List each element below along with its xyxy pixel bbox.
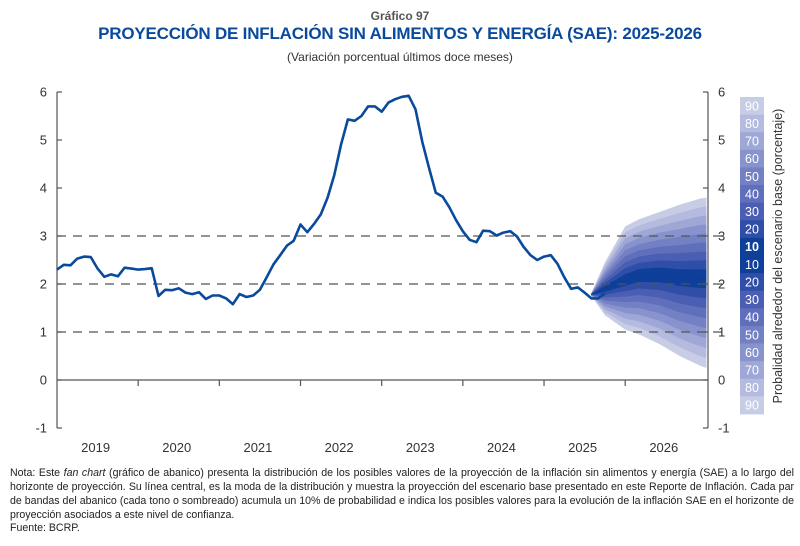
left-y-tick-label: 4 [40,181,47,196]
legend-swatch-60 [740,343,764,362]
left-y-tick-label: 3 [40,229,47,244]
legend-label: 60 [745,346,759,360]
legend-swatch-10 [740,255,764,274]
right-y-tick-label: 6 [718,85,725,100]
legend-swatch-60 [740,149,764,168]
legend-label: 50 [745,170,759,184]
legend-swatch-20 [740,273,764,292]
legend-swatch-30 [740,290,764,309]
legend-label: 40 [745,311,759,325]
chart-subtitle: (Variación porcentual últimos doce meses… [287,50,513,64]
legend-label: 70 [745,135,759,149]
left-y-tick-label: 0 [40,373,47,388]
right-axis-label: Probalidad alrededor del escenario base … [771,109,785,404]
x-tick-label: 2019 [81,440,110,455]
x-tick-label: 2023 [406,440,435,455]
legend-label: 40 [745,187,759,201]
note-prefix: Nota: Este [10,467,64,479]
right-y-tick-label: 3 [718,229,725,244]
chart-number: Gráfico 97 [370,9,430,23]
x-tick-label: 2025 [568,440,597,455]
legend-swatch-50 [740,325,764,344]
x-tick-label: 2022 [325,440,354,455]
legend-swatch-40 [740,185,764,204]
legend-swatch-90 [740,97,764,116]
legend-label: 10 [745,240,759,254]
left-y-tick-label: 1 [40,325,47,340]
left-y-tick-label: 6 [40,85,47,100]
x-tick-label: 2020 [162,440,191,455]
legend-swatch-70 [740,361,764,380]
legend-swatch-90 [740,396,764,415]
legend-label: 90 [745,399,759,413]
legend-swatch-80 [740,114,764,133]
legend-label: 70 [745,363,759,377]
left-y-tick-label: 2 [40,277,47,292]
legend-swatch-20 [740,220,764,239]
right-y-tick-label: 5 [718,133,725,148]
right-y-tick-label: 1 [718,325,725,340]
chart-note: Nota: Este fan chart (gráfico de abanico… [10,466,794,522]
legend-swatch-80 [740,378,764,397]
axes: -1 -1 0 0 1 1 2 2 3 3 4 4 5 5 6 6 2019 2020 2021 2022 2023 20… [35,85,729,456]
legend-swatch-50 [740,167,764,186]
fan-band-10 [591,267,707,295]
legend-swatch-10 [740,237,764,256]
right-y-tick-label: 2 [718,277,725,292]
right-y-tick-label: 0 [718,373,725,388]
left-y-tick-label: -1 [35,421,47,436]
legend-swatch-70 [740,132,764,151]
chart-source: Fuente: BCRP. [10,522,80,534]
fan-bands [591,197,707,368]
legend-swatch-30 [740,202,764,221]
legend-label: 80 [745,381,759,395]
legend-label: 30 [745,293,759,307]
probability-legend: 90 80 70 60 50 40 30 20 10 10 20 30 40 50 60 70 80 90 [740,97,764,415]
legend-label: 20 [745,275,759,289]
x-tick-label: 2024 [487,440,516,455]
note-text: (gráfico de abanico) presenta la distrib… [10,467,794,521]
projection-mode-line [590,273,707,296]
legend-label: 50 [745,328,759,342]
chart-title: PROYECCIÓN DE INFLACIÓN SIN ALIMENTOS Y … [98,24,702,43]
note-italic: fan chart [63,467,106,479]
legend-label: 80 [745,117,759,131]
legend-label: 90 [745,99,759,113]
x-tick-label: 2021 [243,440,272,455]
legend-swatch-40 [740,308,764,327]
legend-label: 20 [745,223,759,237]
observed-inflation-line [56,94,606,306]
legend-label: 30 [745,205,759,219]
series-lines [56,94,707,306]
legend-label: 10 [745,258,759,272]
left-y-tick-label: 5 [40,133,47,148]
x-tick-label: 2026 [649,440,678,455]
legend-label: 60 [745,152,759,166]
right-y-tick-label: 4 [718,181,725,196]
right-y-tick-label: -1 [718,421,730,436]
